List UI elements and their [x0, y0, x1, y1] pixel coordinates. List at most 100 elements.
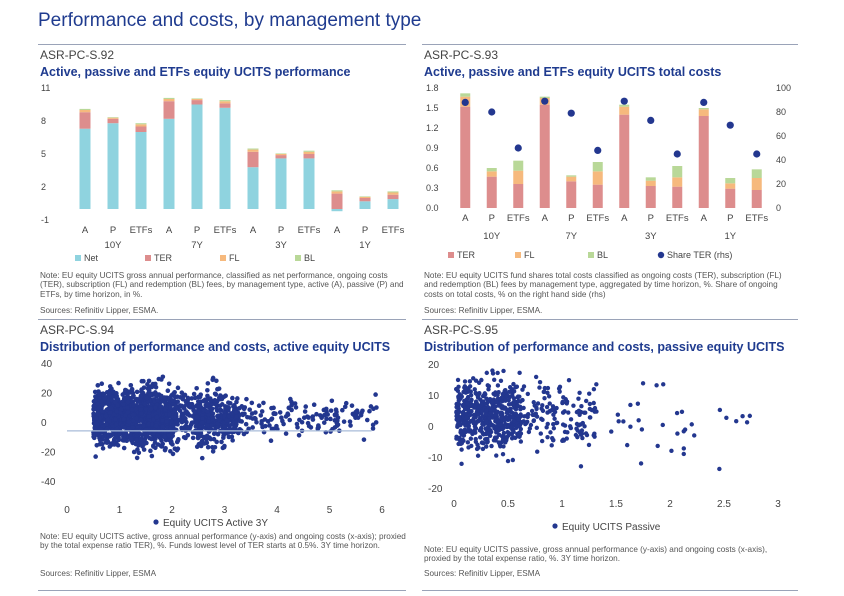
legend-label: Net [84, 253, 99, 263]
scatter-point [310, 414, 316, 419]
x-tick-label: A [82, 225, 89, 236]
bar-segment [592, 162, 603, 172]
scatter-point [204, 423, 210, 428]
bar-segment [359, 201, 371, 209]
scatter-point [319, 415, 324, 421]
share-ter-point [567, 109, 575, 117]
group-label: 1Y [359, 240, 371, 251]
scatter-point [217, 408, 222, 413]
bar-segment [460, 93, 471, 97]
scatter-point [214, 401, 219, 407]
bar-segment [619, 114, 630, 208]
scatter-point [212, 398, 218, 403]
scatter-point [544, 425, 549, 430]
scatter-point [475, 453, 481, 458]
bar-segment [751, 178, 762, 190]
scatter-point [268, 438, 274, 444]
scatter-point [149, 453, 155, 459]
x-tick-label: 1 [117, 505, 123, 516]
scatter-point [134, 389, 140, 395]
scatter-point [535, 449, 540, 454]
scatter-point [141, 442, 146, 447]
scatter-point [577, 430, 583, 436]
scatter-point [566, 410, 571, 415]
scatter-point [497, 422, 503, 427]
scatter-point [146, 414, 152, 419]
scatter-point [191, 391, 197, 397]
scatter-point [240, 411, 245, 417]
bar-segment [275, 154, 287, 156]
y-tick-label: 0 [428, 422, 434, 433]
scatter-point [460, 437, 465, 442]
scatter-point [462, 379, 468, 384]
scatter-point [456, 401, 462, 407]
y-tick-label: 0.0 [426, 203, 439, 213]
scatter-point [487, 416, 492, 421]
scatter-point [190, 435, 196, 441]
scatter-point [194, 444, 200, 450]
scatter-point [182, 410, 188, 416]
scatter-point [227, 423, 232, 428]
scatter-point [121, 416, 126, 422]
scatter-point [465, 440, 471, 445]
share-ter-point [541, 97, 549, 105]
scatter-point [118, 406, 124, 412]
y-tick-label: 1.8 [426, 83, 439, 93]
scatter-point [474, 446, 480, 452]
bar-segment [486, 171, 497, 177]
scatter-point [274, 423, 279, 429]
scatter-point [93, 454, 98, 459]
legend-swatch [145, 255, 151, 261]
scatter-point [152, 440, 158, 445]
scatter-point [147, 392, 153, 397]
legend-swatch [515, 252, 521, 258]
scatter-point [507, 384, 513, 390]
scatter-point [490, 368, 495, 373]
scatter-point [744, 420, 750, 425]
bar-segment [135, 126, 147, 132]
bar-segment [359, 198, 371, 202]
bar-segment [79, 108, 91, 110]
scatter-point [106, 432, 112, 437]
legend-label: Equity UCITS Passive [562, 522, 661, 533]
scatter-point [195, 430, 200, 436]
scatter-point [481, 440, 486, 446]
chart-sources: Sources: Refinitiv Lipper, ESMA [40, 569, 157, 578]
scatter-point [135, 447, 140, 452]
bar-segment [303, 154, 315, 159]
scatter-point [498, 444, 503, 449]
scatter-point [100, 402, 105, 408]
scatter-point [304, 414, 310, 419]
scatter-point [640, 381, 646, 386]
scatter-point [557, 384, 563, 390]
scatter-point [183, 399, 189, 404]
bar-segment [751, 190, 762, 208]
scatter-point [457, 409, 462, 415]
scatter-point [153, 405, 158, 411]
scatter-point [137, 396, 143, 401]
scatter-point [130, 412, 136, 418]
legend-label: Share TER (rhs) [667, 250, 732, 260]
scatter-point [473, 378, 479, 383]
page-title: Performance and costs, by management typ… [38, 10, 422, 31]
scatter-point [107, 391, 112, 397]
scatter-point [488, 411, 494, 416]
scatter-point [113, 422, 119, 428]
y2-tick-label: 60 [776, 131, 786, 141]
scatter-point [150, 412, 155, 418]
scatter-point [544, 404, 550, 410]
scatter-point [131, 402, 136, 408]
scatter-point [504, 438, 509, 443]
scatter-point [100, 446, 106, 451]
scatter-point [116, 437, 122, 443]
scatter-point [489, 443, 494, 449]
scatter-point [124, 405, 130, 410]
bar-segment [645, 180, 656, 186]
legend-swatch [552, 523, 558, 529]
scatter-point [689, 422, 694, 427]
scatter-point [209, 406, 215, 412]
scatter-point [547, 408, 553, 414]
scatter-point [162, 434, 167, 440]
panel-title: Distribution of performance and costs, a… [40, 340, 391, 354]
scatter-point [505, 407, 511, 412]
